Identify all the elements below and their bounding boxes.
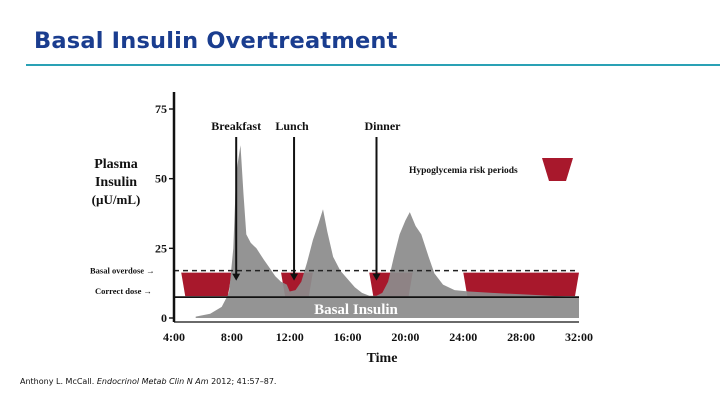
labels-layer: Breakfast Lunch Dinner 0 25 50 75 4:00 8:00 12:00… — [90, 102, 593, 366]
x-tick-label: 32:00 — [565, 330, 593, 344]
y-axis-title-line: (µU/mL) — [92, 192, 141, 207]
y-tick-label: 25 — [155, 241, 167, 255]
x-axis-title: Time — [367, 351, 398, 366]
x-tick-label: 28:00 — [507, 330, 535, 344]
meal-label: Breakfast — [211, 119, 261, 133]
citation-author: Anthony L. McCall. — [20, 377, 95, 386]
x-tick-label: 24:00 — [449, 330, 477, 344]
x-tick-label: 20:00 — [391, 330, 419, 344]
insulin-profile-area — [195, 145, 580, 318]
legend-label: Hypoglycemia risk periods — [409, 166, 518, 176]
x-tick-label: 12:00 — [276, 330, 304, 344]
basal-overdose-label: Basal overdose → — [90, 266, 155, 276]
y-axis-title-line: Plasma — [94, 157, 138, 172]
slide-title: Basal Insulin Overtreatment — [34, 28, 398, 54]
citation: Anthony L. McCall. Endocrinol Metab Clin… — [20, 377, 276, 386]
reference-lines-layer — [174, 137, 579, 299]
y-axis-title-line: Insulin — [95, 175, 137, 190]
meal-marker-arrowhead — [290, 273, 299, 281]
correct-dose-label: Correct dose → — [95, 286, 152, 296]
hypoglycemia-risk-period — [463, 272, 579, 297]
meal-label: Dinner — [365, 119, 402, 133]
y-tick-label: 0 — [161, 311, 167, 325]
meal-marker-arrowhead — [232, 273, 241, 281]
meal-marker-arrowhead — [372, 273, 381, 281]
x-tick-label: 8:00 — [221, 330, 243, 344]
title-divider — [26, 64, 720, 66]
y-tick-label: 75 — [155, 102, 167, 116]
legend-swatch — [542, 158, 573, 181]
citation-journal: Endocrinol Metab Clin N Am — [96, 377, 209, 386]
meal-label: Lunch — [275, 119, 309, 133]
insulin-area-layer — [195, 145, 580, 318]
risk-periods-layer — [181, 272, 579, 297]
axes-layer — [169, 92, 579, 323]
x-tick-label: 16:00 — [334, 330, 362, 344]
hypoglycemia-risk-period — [181, 272, 232, 297]
basal-insulin-label: Basal Insulin — [314, 302, 398, 318]
citation-details: 2012; 41:57–87. — [211, 377, 277, 386]
x-tick-label: 4:00 — [163, 330, 185, 344]
y-tick-label: 50 — [155, 172, 167, 186]
